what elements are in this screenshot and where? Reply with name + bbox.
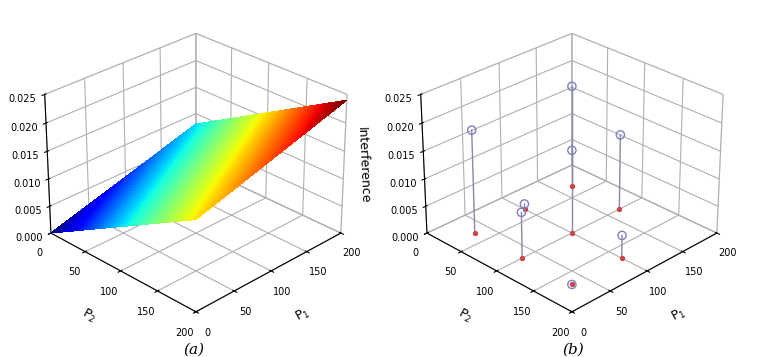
Text: (a): (a) (183, 342, 204, 356)
X-axis label: P$_1$: P$_1$ (669, 305, 688, 325)
Y-axis label: P$_2$: P$_2$ (79, 305, 99, 325)
X-axis label: P$_1$: P$_1$ (293, 305, 313, 325)
Text: (b): (b) (562, 342, 584, 356)
Y-axis label: P$_2$: P$_2$ (455, 305, 475, 325)
